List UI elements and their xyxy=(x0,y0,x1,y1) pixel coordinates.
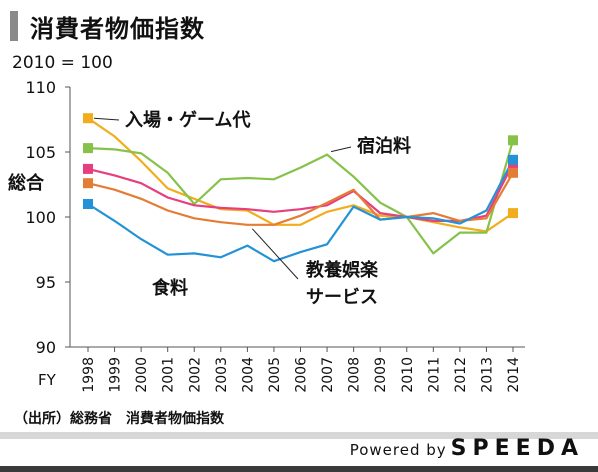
series-end-marker xyxy=(83,199,93,209)
series-line xyxy=(87,139,515,255)
speeda-logo: SPEEDA xyxy=(450,436,584,461)
powered-by-footer: Powered by SPEEDA xyxy=(0,432,598,472)
series-line xyxy=(87,172,514,226)
series-label: 教養娯楽 xyxy=(306,259,379,281)
series-end-marker xyxy=(83,178,93,189)
powered-by-label: Powered by SPEEDA xyxy=(350,436,584,461)
x-tick-label: 2003 xyxy=(214,357,230,393)
y-tick-label: 95 xyxy=(36,273,56,292)
series-end-marker xyxy=(508,135,518,146)
powered-by-prefix: Powered by xyxy=(349,441,447,459)
unit-note: 2010 = 100 xyxy=(12,53,113,73)
series-label-leader xyxy=(252,228,299,280)
line-chart: 90 95 100 105 110 1998 1999 2000 2001 2002 2003 200… xyxy=(8,78,525,393)
x-tick-label: 1999 xyxy=(108,357,124,393)
x-tick-label: 2008 xyxy=(347,357,363,393)
y-tick-label: 100 xyxy=(25,208,56,227)
series-line xyxy=(87,117,514,233)
x-tick-label: 2011 xyxy=(426,357,442,393)
x-tick-label: 1998 xyxy=(81,357,97,393)
y-tick-label: 110 xyxy=(25,78,56,97)
chart-series-lines xyxy=(87,117,515,263)
footer-dark-band xyxy=(0,466,598,472)
series-end-marker xyxy=(83,143,93,154)
y-tick-label: 105 xyxy=(25,143,56,162)
series-end-marker xyxy=(508,208,518,219)
series-label: 総合 xyxy=(8,172,45,194)
x-tick-label: 2013 xyxy=(479,357,495,393)
x-tick-label: 2014 xyxy=(506,357,522,393)
series-end-marker xyxy=(508,167,518,178)
series-label: 食料 xyxy=(151,277,188,299)
series-end-marker xyxy=(508,154,518,165)
y-tick-label: 90 xyxy=(36,338,56,357)
x-tick-label: 2001 xyxy=(161,357,177,393)
footer-band xyxy=(0,432,598,439)
x-tick-label: 2004 xyxy=(240,357,256,393)
series-line xyxy=(87,159,514,263)
x-tick-label: 2007 xyxy=(320,357,336,393)
x-tick-label: 2012 xyxy=(453,357,469,393)
chart-series-markers xyxy=(83,113,518,219)
x-axis-prefix: FY xyxy=(38,371,57,389)
series-label: 宿泊料 xyxy=(357,135,411,157)
series-label-leader xyxy=(93,117,120,121)
x-tick-label: 2010 xyxy=(400,357,416,393)
chart-axes: 90 95 100 105 110 1998 1999 2000 2001 2002 2003 200… xyxy=(25,78,525,393)
series-label: サービス xyxy=(306,287,378,308)
title-accent-bar xyxy=(10,11,18,41)
x-tick-label: 2000 xyxy=(134,357,150,393)
page-title: 消費者物価指数 xyxy=(30,15,205,43)
x-tick-label: 2002 xyxy=(187,357,203,393)
series-label-leader xyxy=(330,146,352,153)
x-tick-label: 2005 xyxy=(267,357,283,393)
series-end-marker xyxy=(83,163,93,174)
source-note: （出所）総務省 消費者物価指数 xyxy=(14,411,224,427)
x-tick-label: 2009 xyxy=(373,357,389,393)
series-label: 入場・ゲーム代 xyxy=(125,109,250,131)
series-end-marker xyxy=(83,113,93,124)
x-tick-label: 2006 xyxy=(294,357,310,393)
